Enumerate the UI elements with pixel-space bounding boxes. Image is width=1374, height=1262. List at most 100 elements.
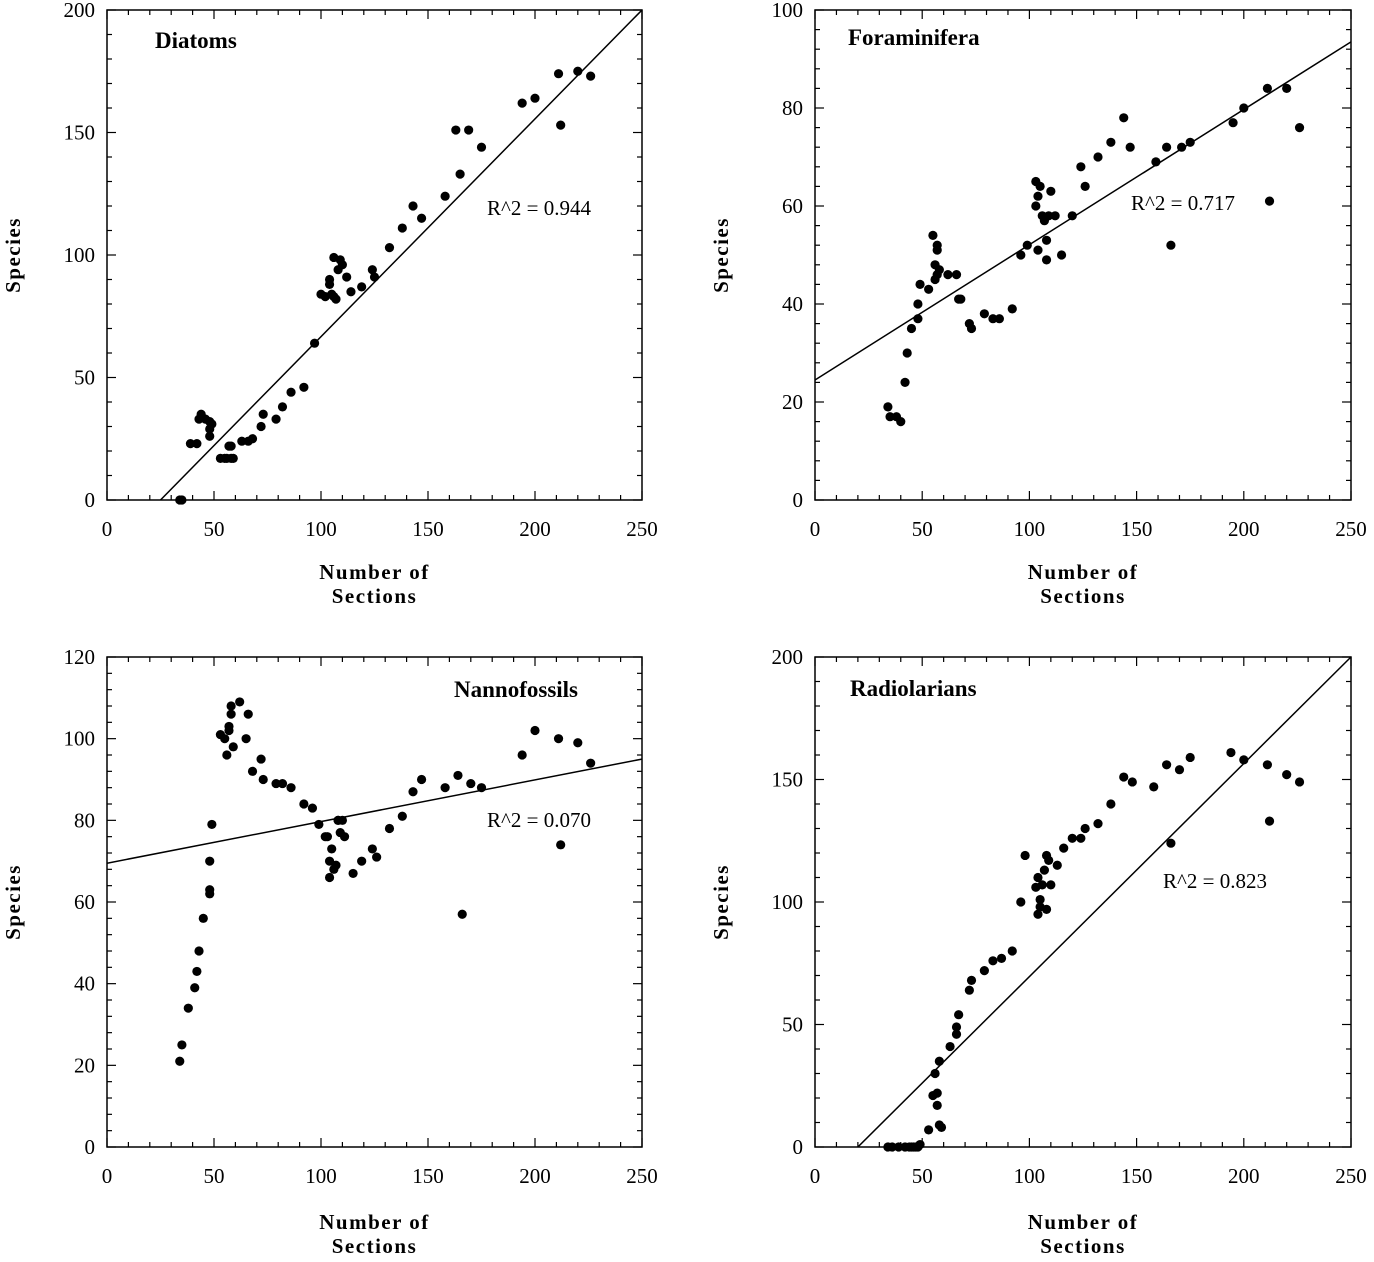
data-point — [1149, 782, 1159, 792]
data-point — [896, 417, 906, 427]
data-point — [416, 774, 427, 785]
y-axis-label: Species — [1, 217, 25, 293]
data-point — [1076, 833, 1086, 843]
data-point — [913, 314, 923, 324]
panel-radiolarians: 0 50 100 150 200 250 0 50 100 150 200 Number ofSect… — [709, 645, 1367, 1258]
x-tick-label: 250 — [1335, 1164, 1367, 1188]
r-squared-annotation: R^2 = 0.944 — [487, 196, 591, 220]
data-point — [237, 436, 247, 446]
data-point — [1106, 799, 1116, 809]
x-tick-label: 250 — [1335, 517, 1367, 541]
data-point — [956, 294, 966, 304]
data-point — [1162, 142, 1172, 152]
data-point — [324, 274, 335, 285]
data-point — [915, 1139, 925, 1150]
y-tick-label: 0 — [793, 488, 804, 512]
data-point — [175, 1056, 185, 1066]
x-tick-label: 50 — [912, 517, 933, 541]
data-point — [964, 985, 974, 995]
panel-title: Foraminifera — [848, 25, 980, 50]
data-point — [277, 402, 288, 412]
data-point — [1093, 152, 1103, 162]
data-point — [457, 909, 467, 919]
data-point — [1035, 894, 1045, 905]
x-tick-label: 250 — [626, 517, 658, 541]
data-point — [1016, 897, 1026, 907]
data-point — [996, 953, 1007, 963]
data-point — [327, 844, 337, 854]
data-point — [226, 701, 236, 711]
data-point — [277, 778, 288, 789]
data-point — [1033, 872, 1043, 883]
data-point — [342, 272, 352, 282]
data-point — [476, 142, 487, 152]
data-point — [553, 734, 564, 744]
y-axis-label: Species — [709, 217, 733, 293]
regression-line — [107, 758, 642, 864]
y-tick-label: 100 — [64, 243, 96, 267]
data-point — [1037, 880, 1047, 890]
x-tick-label: 0 — [810, 1164, 821, 1188]
data-point — [1177, 142, 1187, 152]
x-tick-label: 100 — [1014, 517, 1046, 541]
data-point — [1127, 777, 1137, 787]
data-point — [247, 766, 258, 776]
y-tick-label: 150 — [64, 121, 96, 145]
data-point — [1039, 865, 1050, 875]
x-axis-label: Sections — [1040, 584, 1126, 608]
data-point — [207, 819, 217, 830]
data-point — [1151, 157, 1161, 167]
data-point — [930, 1068, 940, 1079]
data-point — [1228, 118, 1238, 128]
x-tick-label: 50 — [912, 1164, 933, 1188]
data-point — [1174, 765, 1185, 775]
x-tick-label: 150 — [1121, 1164, 1153, 1188]
data-point — [1162, 760, 1172, 770]
data-point — [243, 709, 253, 719]
y-tick-label: 100 — [772, 890, 804, 914]
data-point — [226, 441, 236, 451]
data-point — [1282, 770, 1292, 780]
data-point — [369, 272, 380, 282]
data-point — [1185, 137, 1195, 147]
data-point — [367, 844, 377, 854]
data-point — [1076, 162, 1086, 172]
plot-frame — [814, 656, 1352, 1148]
data-point — [1041, 904, 1052, 914]
data-point — [324, 872, 335, 883]
x-tick-label: 0 — [102, 1164, 113, 1188]
y-tick-label: 80 — [74, 808, 95, 832]
data-point — [357, 282, 367, 292]
y-tick-label: 40 — [74, 972, 95, 996]
data-point — [1033, 909, 1043, 919]
data-point — [979, 966, 989, 976]
data-point — [966, 975, 977, 986]
data-point — [1050, 211, 1060, 221]
data-point — [1035, 181, 1045, 191]
data-point — [1044, 855, 1054, 865]
data-point — [408, 201, 418, 211]
data-point — [1282, 83, 1292, 93]
data-point — [883, 402, 893, 412]
plot-frame — [106, 9, 643, 501]
data-point — [331, 294, 341, 304]
regression-line — [815, 41, 1351, 381]
panel-foraminifera: 0 50 100 150 200 250 0 20 40 60 80 100 Number ofSect… — [709, 0, 1367, 608]
y-tick-label: 0 — [85, 1135, 96, 1159]
data-point — [1239, 103, 1249, 113]
data-point — [1226, 747, 1236, 758]
data-point — [337, 815, 347, 825]
data-point — [1067, 833, 1077, 843]
data-point — [416, 213, 427, 223]
data-point — [440, 783, 450, 793]
panel-title: Nannofossils — [454, 677, 578, 702]
data-point — [1007, 946, 1017, 956]
data-point — [247, 434, 258, 444]
data-point — [1022, 240, 1032, 250]
y-tick-label: 50 — [782, 1013, 803, 1037]
x-axis-label: Number of — [319, 560, 430, 584]
data-point — [586, 758, 596, 768]
data-point — [1046, 186, 1056, 196]
data-point — [1119, 772, 1129, 782]
data-point — [979, 309, 989, 319]
